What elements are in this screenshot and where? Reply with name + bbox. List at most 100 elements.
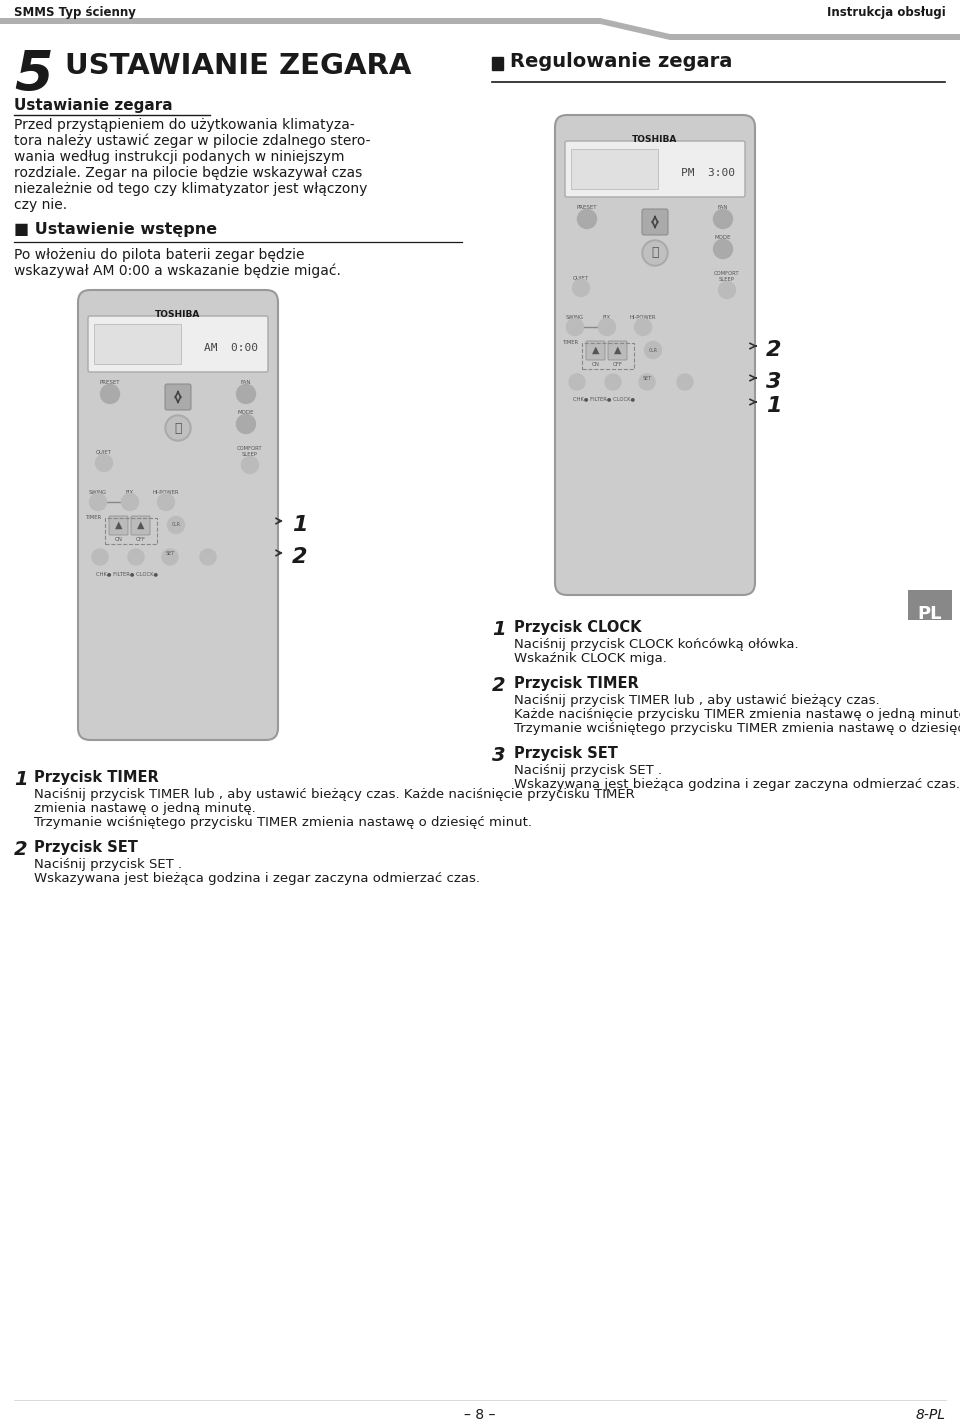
- Text: zmienia nastawę o jedną minutę.: zmienia nastawę o jedną minutę.: [34, 802, 255, 815]
- Text: TOSHIBA: TOSHIBA: [633, 135, 678, 144]
- Text: 2: 2: [292, 547, 307, 567]
- FancyBboxPatch shape: [571, 149, 659, 189]
- Text: SET: SET: [165, 550, 175, 556]
- Text: FAN: FAN: [718, 205, 729, 210]
- Text: ▲: ▲: [136, 520, 144, 530]
- Circle shape: [236, 414, 255, 434]
- Text: TOSHIBA: TOSHIBA: [156, 310, 201, 319]
- Text: Wskaźnik CLOCK miga.: Wskaźnik CLOCK miga.: [514, 653, 667, 665]
- FancyBboxPatch shape: [94, 324, 181, 364]
- FancyBboxPatch shape: [78, 290, 278, 739]
- Circle shape: [101, 384, 119, 404]
- Circle shape: [713, 239, 732, 259]
- Bar: [582, 343, 634, 368]
- Text: CHK● FILTER● CLOCK●: CHK● FILTER● CLOCK●: [573, 395, 636, 401]
- Text: TIMER: TIMER: [563, 340, 579, 346]
- Text: ▲: ▲: [115, 520, 122, 530]
- Text: CLR: CLR: [649, 347, 658, 353]
- Circle shape: [635, 319, 652, 336]
- Circle shape: [157, 493, 175, 510]
- Circle shape: [677, 374, 693, 390]
- Text: QUIET: QUIET: [96, 449, 112, 455]
- Text: wania według instrukcji podanych w niniejszym: wania według instrukcji podanych w ninie…: [14, 149, 345, 164]
- Text: PRESET: PRESET: [100, 380, 120, 385]
- FancyBboxPatch shape: [109, 516, 128, 535]
- Text: SET: SET: [642, 375, 652, 381]
- Text: Instrukcja obsługi: Instrukcja obsługi: [828, 6, 946, 18]
- Text: czy nie.: czy nie.: [14, 198, 67, 212]
- Text: 1: 1: [292, 515, 307, 535]
- Text: Przycisk TIMER: Przycisk TIMER: [34, 769, 158, 785]
- FancyBboxPatch shape: [608, 341, 627, 360]
- Text: Każde naciśnięcie przycisku TIMER zmienia nastawę o jedną minutę.: Każde naciśnięcie przycisku TIMER zmieni…: [514, 708, 960, 721]
- Circle shape: [200, 549, 216, 565]
- Text: 5: 5: [14, 48, 53, 102]
- Text: Przycisk CLOCK: Przycisk CLOCK: [514, 620, 641, 636]
- Text: 2: 2: [492, 675, 506, 695]
- Text: ON: ON: [591, 363, 599, 367]
- Circle shape: [92, 549, 108, 565]
- Text: Przed przystąpieniem do użytkowania klimatyza-: Przed przystąpieniem do użytkowania klim…: [14, 118, 355, 132]
- Text: FIX: FIX: [126, 491, 134, 495]
- Circle shape: [639, 374, 655, 390]
- Text: Przycisk SET: Przycisk SET: [34, 840, 138, 855]
- FancyBboxPatch shape: [165, 384, 191, 410]
- Text: CLR: CLR: [172, 522, 180, 528]
- Text: tora należy ustawić zegar w pilocie zdalnego stero-: tora należy ustawić zegar w pilocie zdal…: [14, 134, 371, 148]
- Text: 3: 3: [766, 373, 781, 392]
- Circle shape: [644, 341, 661, 358]
- Circle shape: [162, 549, 178, 565]
- Text: 3: 3: [492, 747, 506, 765]
- Text: MODE: MODE: [238, 410, 254, 415]
- Text: 2: 2: [766, 340, 781, 360]
- Text: niezależnie od tego czy klimatyzator jest włączony: niezależnie od tego czy klimatyzator jes…: [14, 182, 368, 196]
- Text: HI-POWER: HI-POWER: [630, 316, 657, 320]
- Text: ■ Ustawienie wstępne: ■ Ustawienie wstępne: [14, 222, 217, 237]
- FancyBboxPatch shape: [555, 115, 755, 594]
- Circle shape: [89, 493, 107, 510]
- Text: Przycisk SET: Przycisk SET: [514, 747, 618, 761]
- FancyBboxPatch shape: [88, 316, 268, 373]
- Circle shape: [605, 374, 621, 390]
- Text: PL: PL: [918, 604, 943, 623]
- Text: – 8 –: – 8 –: [465, 1408, 495, 1422]
- Text: Regulowanie zegara: Regulowanie zegara: [510, 53, 732, 71]
- Text: ▲: ▲: [613, 346, 621, 356]
- Circle shape: [598, 319, 615, 336]
- Text: Wskazywana jest bieżąca godzina i zegar zaczyna odmierzać czas.: Wskazywana jest bieżąca godzina i zegar …: [514, 778, 960, 791]
- Text: ▲: ▲: [591, 346, 599, 356]
- Text: TIMER: TIMER: [86, 515, 102, 520]
- Circle shape: [572, 280, 589, 297]
- Circle shape: [566, 319, 584, 336]
- Text: 2: 2: [14, 840, 28, 859]
- Text: FIX: FIX: [603, 316, 612, 320]
- Text: CHK● FILTER● CLOCK●: CHK● FILTER● CLOCK●: [96, 572, 158, 576]
- Circle shape: [644, 242, 666, 264]
- Circle shape: [128, 549, 144, 565]
- Text: FAN: FAN: [241, 380, 252, 385]
- Circle shape: [713, 209, 732, 229]
- Text: Trzymanie wciśniętego przycisku TIMER zmienia nastawę o dziesięć minut.: Trzymanie wciśniętego przycisku TIMER zm…: [34, 816, 532, 829]
- Bar: [492, 57, 503, 70]
- Text: wskazywał AM 0:00 a wskazanie będzie migać.: wskazywał AM 0:00 a wskazanie będzie mig…: [14, 264, 341, 279]
- Text: Trzymanie wciśniętego przycisku TIMER zmienia nastawę o dziesięć minut.: Trzymanie wciśniętego przycisku TIMER zm…: [514, 722, 960, 735]
- Text: Ustawianie zegara: Ustawianie zegara: [14, 98, 173, 112]
- Text: Naciśnij przycisk TIMER lub , aby ustawić bieżący czas.: Naciśnij przycisk TIMER lub , aby ustawi…: [514, 694, 879, 707]
- Text: COMFORT
SLEEP: COMFORT SLEEP: [237, 447, 263, 456]
- Text: 1: 1: [14, 769, 28, 789]
- Text: SMMS Typ ścienny: SMMS Typ ścienny: [14, 6, 136, 18]
- Text: COMFORT
SLEEP: COMFORT SLEEP: [714, 272, 740, 282]
- Polygon shape: [0, 18, 960, 40]
- Text: 1: 1: [766, 395, 781, 417]
- Circle shape: [242, 456, 258, 474]
- Text: rozdziale. Zegar na pilocie będzie wskazywał czas: rozdziale. Zegar na pilocie będzie wskaz…: [14, 166, 362, 181]
- Text: HI-POWER: HI-POWER: [153, 491, 180, 495]
- Circle shape: [95, 455, 112, 472]
- Circle shape: [718, 282, 735, 299]
- Text: Wskazywana jest bieżąca godzina i zegar zaczyna odmierzać czas.: Wskazywana jest bieżąca godzina i zegar …: [34, 872, 480, 884]
- FancyBboxPatch shape: [586, 341, 605, 360]
- Text: AM  0:00: AM 0:00: [204, 343, 258, 353]
- Circle shape: [642, 240, 668, 266]
- Bar: [105, 518, 157, 545]
- FancyBboxPatch shape: [131, 516, 150, 535]
